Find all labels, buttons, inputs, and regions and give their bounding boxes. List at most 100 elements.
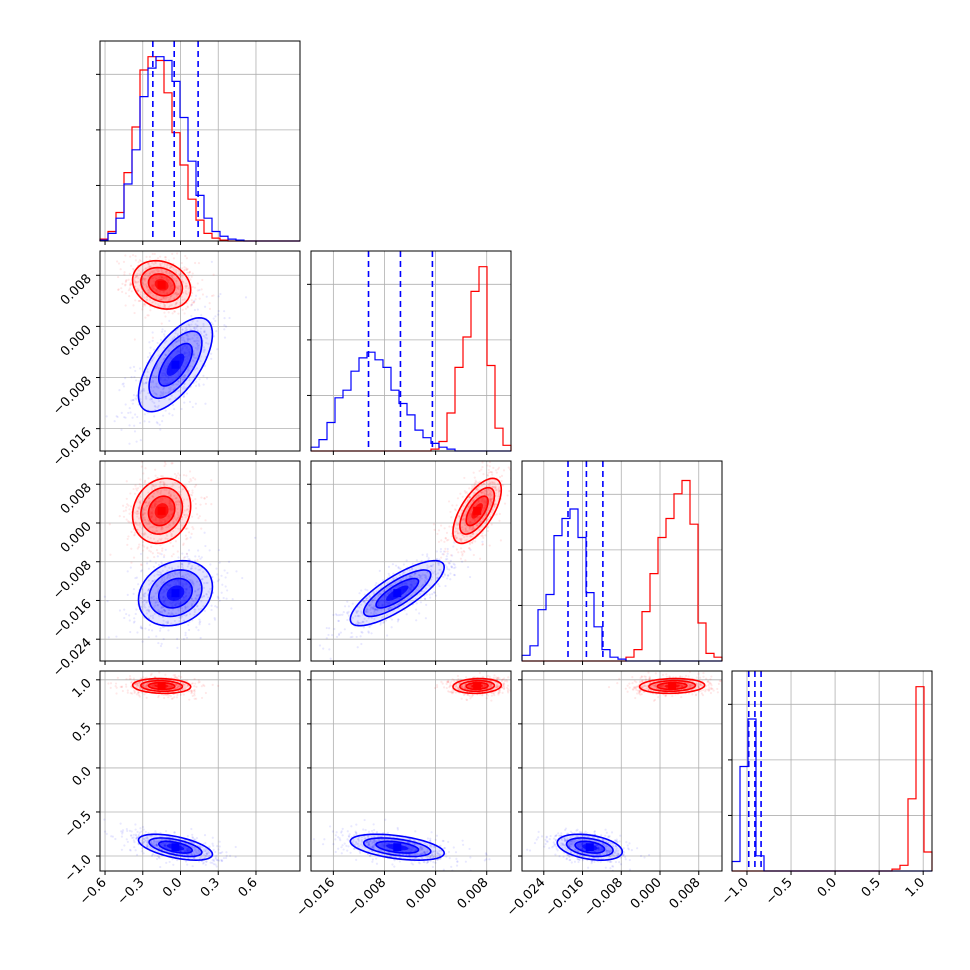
sample-point: [182, 474, 186, 477]
sample-point: [346, 600, 349, 603]
sample-point: [135, 281, 138, 284]
sample-point: [137, 289, 140, 292]
sample-point: [161, 606, 164, 609]
sample-point: [197, 383, 201, 386]
sample-point: [455, 536, 458, 539]
sample-point: [150, 672, 153, 675]
sample-point: [128, 424, 131, 427]
sample-point: [197, 344, 200, 347]
sample-point: [472, 539, 475, 542]
sample-point: [208, 307, 212, 310]
sample-point: [211, 836, 214, 839]
sample-point: [179, 500, 182, 504]
sample-point: [181, 516, 184, 519]
sample-point: [162, 414, 165, 417]
sample-point: [137, 269, 140, 272]
sample-point: [193, 334, 196, 337]
sample-point: [185, 325, 188, 328]
sample-point: [133, 617, 136, 620]
sample-point: [125, 685, 128, 688]
sample-point: [468, 547, 471, 550]
sample-point: [424, 576, 427, 579]
sample-point: [160, 271, 163, 274]
sample-point: [149, 533, 152, 536]
sample-point: [189, 493, 192, 496]
sample-point: [137, 545, 140, 549]
sample-point: [444, 584, 447, 588]
sample-point: [491, 473, 494, 476]
sample-point: [156, 573, 159, 576]
sample-point: [155, 421, 158, 424]
sample-point: [436, 532, 439, 536]
sample-point: [443, 572, 446, 576]
sample-point: [176, 287, 180, 290]
sample-point: [147, 518, 150, 521]
sample-point: [193, 608, 196, 611]
sample-point: [221, 583, 224, 586]
sample-point: [373, 609, 376, 612]
sample-point: [173, 291, 177, 294]
sample-point: [202, 383, 205, 386]
sample-point: [361, 621, 364, 624]
sample-point: [148, 272, 152, 275]
sample-point: [128, 521, 131, 524]
sample-point: [197, 346, 200, 349]
sample-point: [129, 505, 133, 508]
sample-point: [227, 560, 231, 563]
sample-point: [159, 581, 163, 584]
sample-point: [152, 495, 155, 499]
sample-point: [182, 383, 186, 386]
sample-point: [185, 392, 189, 395]
sample-point: [493, 486, 497, 489]
sample-point: [148, 351, 151, 355]
sample-point: [161, 549, 164, 552]
sample-point: [136, 274, 139, 278]
sample-point: [427, 557, 430, 560]
sample-point: [200, 556, 203, 559]
sample-point: [142, 540, 145, 544]
sample-point: [210, 294, 214, 298]
sample-point: [151, 580, 154, 583]
sample-point: [205, 575, 208, 578]
sample-point: [159, 338, 163, 342]
sample-point: [182, 638, 185, 641]
sample-point: [203, 330, 206, 334]
sample-point: [143, 531, 147, 535]
sample-point: [435, 558, 438, 561]
sample-point: [151, 596, 154, 599]
sample-point: [226, 571, 229, 575]
sample-point: [187, 549, 191, 552]
sample-point: [141, 389, 144, 392]
sample-point: [494, 485, 497, 488]
sample-point: [159, 485, 162, 488]
sample-point: [186, 498, 189, 501]
sample-point: [177, 312, 180, 315]
sample-point: [384, 619, 388, 622]
sample-point: [399, 579, 403, 582]
sample-point: [351, 635, 354, 638]
sample-point: [335, 635, 339, 638]
sample-point: [162, 480, 165, 484]
sample-point: [475, 524, 479, 527]
sample-point: [129, 255, 132, 258]
sample-point: [107, 636, 110, 639]
sample-point: [513, 485, 515, 487]
sample-point: [188, 620, 191, 624]
sample-point: [143, 603, 146, 606]
sample-point: [161, 527, 165, 530]
sample-point: [180, 562, 183, 566]
hist-step-red: [99, 56, 300, 242]
sample-point: [334, 613, 338, 616]
sample-point: [190, 597, 193, 601]
sample-point: [183, 298, 186, 301]
sample-point: [495, 513, 498, 516]
sample-point: [123, 416, 126, 419]
sample-point: [144, 518, 147, 521]
sample-point: [163, 609, 167, 612]
sample-point: [472, 499, 475, 503]
sample-point: [337, 619, 340, 623]
sample-point: [159, 573, 162, 576]
sample-point: [153, 579, 156, 582]
sample-point: [486, 529, 490, 533]
